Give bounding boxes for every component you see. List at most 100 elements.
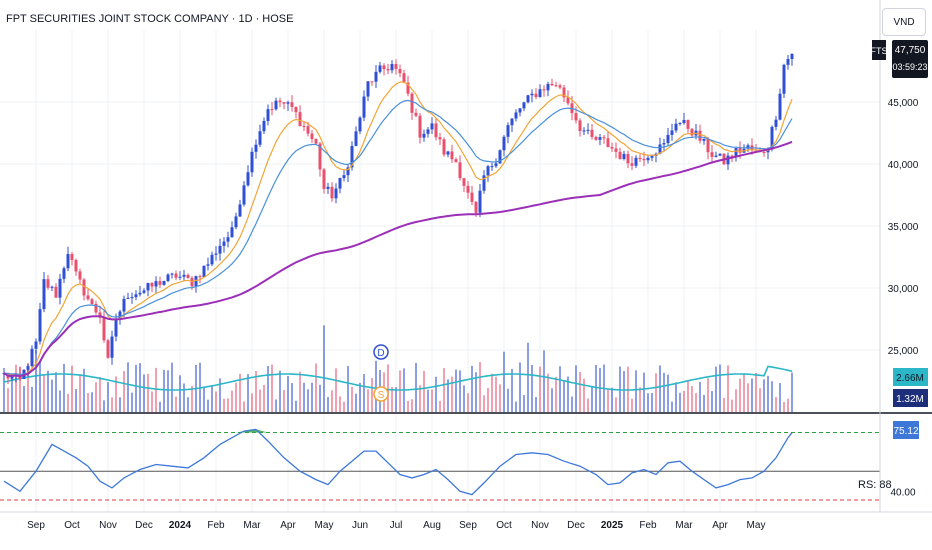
volume-bar xyxy=(503,351,505,412)
candle-body xyxy=(378,65,382,72)
candle-body xyxy=(186,274,190,279)
volume-bar xyxy=(739,378,741,412)
x-tick-label: Apr xyxy=(280,520,296,531)
volume-bar xyxy=(287,376,289,412)
candle-body xyxy=(162,280,166,285)
candle-body xyxy=(118,311,122,320)
volume-bar xyxy=(707,378,709,412)
candle-body xyxy=(382,65,386,70)
volume-bar xyxy=(107,382,109,412)
candle-body xyxy=(602,137,606,139)
candle-body xyxy=(330,186,334,199)
candle-body xyxy=(426,129,430,134)
candle-body xyxy=(662,143,666,145)
volume-bar xyxy=(555,376,557,412)
x-tick-label: Sep xyxy=(27,520,45,531)
volume-bar xyxy=(435,376,437,412)
volume-badge xyxy=(893,389,928,407)
volume-bar xyxy=(367,389,369,412)
candle-body xyxy=(698,130,702,141)
x-tick-label: 2025 xyxy=(601,520,624,531)
candle-body xyxy=(586,129,590,131)
volume-bar xyxy=(763,379,765,412)
candle-body xyxy=(470,192,474,202)
candle-body xyxy=(418,115,422,138)
volume-bar xyxy=(443,368,445,412)
volume-bar xyxy=(479,362,481,412)
candle-body xyxy=(670,130,674,135)
volume-bar xyxy=(567,376,569,412)
candle-body xyxy=(218,245,222,254)
y-tick-label: 25,000 xyxy=(888,346,919,357)
volume-bar xyxy=(19,366,21,412)
volume-bar xyxy=(743,374,745,412)
volume-bar xyxy=(231,390,233,412)
volume-bar xyxy=(259,389,261,412)
x-tick-label: 2024 xyxy=(169,520,192,531)
volume-bar xyxy=(275,399,277,412)
candle-body xyxy=(322,169,326,189)
candle-body xyxy=(386,69,390,71)
candle-body xyxy=(34,341,38,349)
volume-bar xyxy=(471,365,473,412)
candle-body xyxy=(82,279,86,296)
volume-bar xyxy=(335,368,337,412)
volume-bar xyxy=(447,379,449,412)
volume-bar xyxy=(703,394,705,412)
candle-body xyxy=(682,119,686,123)
candle-body xyxy=(110,336,114,358)
volume-bar xyxy=(387,364,389,412)
volume-bar xyxy=(347,366,349,412)
x-tick-label: Mar xyxy=(675,520,693,531)
volume-bar xyxy=(263,384,265,412)
candle-body xyxy=(530,93,534,96)
candle-body xyxy=(318,143,322,170)
volume-bar xyxy=(475,372,477,412)
volume-bar xyxy=(659,365,661,412)
candle-body xyxy=(674,123,678,131)
candle-body xyxy=(178,276,182,278)
candle-body xyxy=(334,188,338,199)
candle-body xyxy=(262,120,266,132)
volume-bar xyxy=(655,373,657,412)
candle-body xyxy=(106,340,110,358)
volume-bar xyxy=(27,362,29,412)
candle-body xyxy=(130,297,134,299)
volume-bar xyxy=(339,396,341,412)
volume-bar xyxy=(319,384,321,412)
volume-bar xyxy=(375,360,377,412)
volume-bar xyxy=(355,393,357,412)
candle-body xyxy=(366,81,370,97)
candle-body xyxy=(706,138,710,153)
x-tick-label: Feb xyxy=(207,520,225,531)
candle-body xyxy=(150,283,154,287)
candle-body xyxy=(166,274,170,281)
rs-value-badge xyxy=(893,421,919,439)
y-tick-label: 30,000 xyxy=(888,284,919,295)
x-tick-label: Jul xyxy=(390,520,403,531)
volume-bar xyxy=(579,372,581,412)
x-tick-label: Jun xyxy=(352,520,368,531)
volume-bar xyxy=(59,390,61,412)
candle-body xyxy=(10,376,14,379)
candle-body xyxy=(422,133,426,138)
volume-bar xyxy=(183,383,185,412)
candle-body xyxy=(522,102,526,109)
volume-bar xyxy=(791,372,793,412)
volume-bar xyxy=(215,391,217,412)
volume-bar xyxy=(359,382,361,412)
candle-body xyxy=(730,155,734,158)
candle-body xyxy=(710,152,714,157)
volume-average-badge xyxy=(893,368,928,386)
candle-body xyxy=(538,89,542,98)
volume-bar xyxy=(363,374,365,412)
x-tick-label: Oct xyxy=(64,520,80,531)
volume-bar xyxy=(747,383,749,412)
candle-body xyxy=(778,93,782,120)
candle-body xyxy=(438,137,442,140)
candle-body xyxy=(594,136,598,140)
volume-bar xyxy=(779,383,781,412)
currency-button[interactable]: VND xyxy=(882,8,926,36)
candle-body xyxy=(510,118,514,126)
